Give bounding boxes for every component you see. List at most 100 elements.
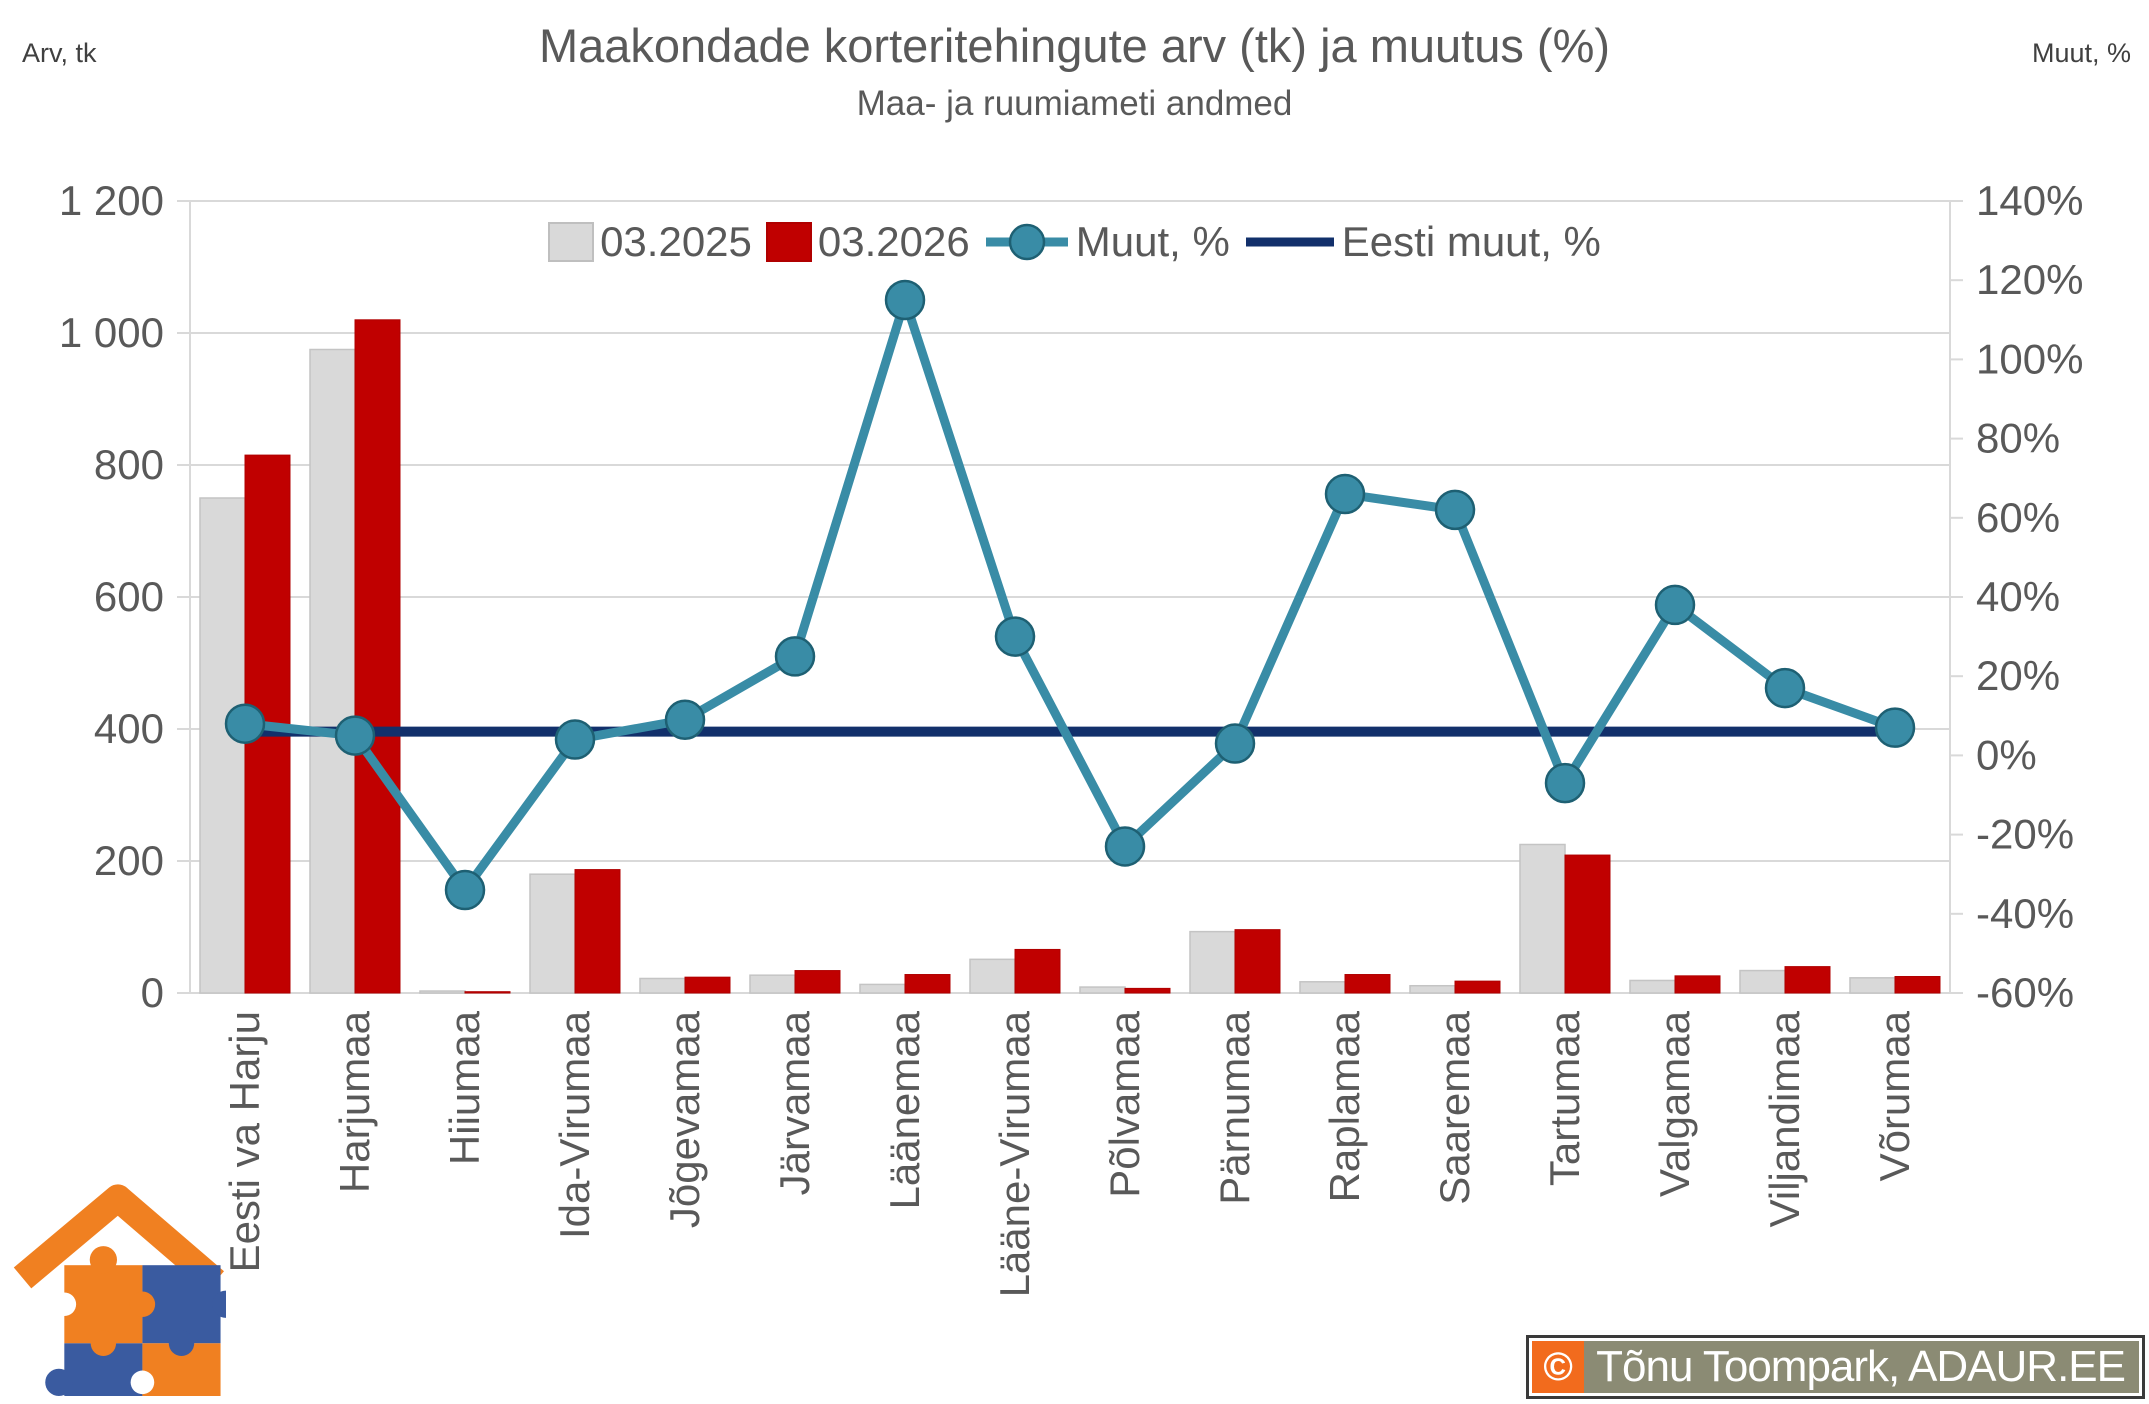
x-axis-label: Jõgevamaa [661, 1010, 708, 1228]
x-axis-label: Võrumaa [1871, 1010, 1918, 1181]
right-axis-tick-label: -40% [1976, 890, 2074, 937]
left-axis-tick-label: 200 [94, 837, 164, 884]
right-axis-tick-label: -20% [1976, 811, 2074, 858]
left-axis-tick-label: 1 200 [59, 177, 164, 224]
legend-swatch-line [985, 223, 1068, 261]
muut-marker-Läänemaa [884, 279, 926, 321]
x-axis-label: Pärnumaa [1211, 1010, 1258, 1204]
legend-item-4: Eesti muut, % [1244, 218, 1601, 266]
bar-03-2025-11 [1299, 981, 1346, 994]
muut-marker-Harjumaa [334, 715, 376, 756]
chart-title: Maakondade korteritehingute arv (tk) ja … [538, 19, 1611, 72]
adaur-logo [13, 1184, 226, 1396]
legend-label: 03.2026 [817, 218, 970, 265]
legend-item-3: Muut, % [984, 218, 1230, 266]
bar-03-2026-10 [1234, 929, 1281, 994]
bar-03-2025-14 [1629, 979, 1676, 994]
right-axis-tick-label: 40% [1976, 573, 2060, 620]
muut-marker-Eesti va Harju [224, 703, 266, 744]
bar-03-2026-15 [1784, 966, 1831, 994]
muut-marker-Raplamaa [1324, 473, 1366, 515]
watermark: © Tõnu Toompark, ADAUR.EE [1526, 1335, 2145, 1399]
right-axis-tick-label: 140% [1976, 177, 2083, 224]
legend-item-2: 03.2026 [765, 218, 970, 266]
muut-marker-Pärnumaa [1214, 723, 1256, 764]
bar-03-2025-6 [749, 974, 796, 994]
bar-03-2025-10 [1189, 930, 1236, 994]
legend-label: Muut, % [1075, 218, 1230, 265]
bar-03-2026-14 [1674, 975, 1721, 994]
legend-swatch-line [1245, 237, 1334, 247]
bar-03-2025-16 [1849, 977, 1896, 994]
bar-03-2026-12 [1454, 980, 1501, 994]
bar-03-2026-5 [684, 976, 731, 994]
bar-03-2026-16 [1894, 976, 1941, 994]
right-axis-tick-label: 100% [1976, 335, 2083, 382]
left-axis-tick-label: 800 [94, 441, 164, 488]
x-axis-label: Tartumaa [1541, 1010, 1588, 1186]
chart-subtitle: Maa- ja ruumiameti andmed [856, 84, 1293, 123]
logo-roof [13, 1184, 224, 1292]
chart-legend: 03.2025 03.2026 Muut, % Eesti muut, % [0, 218, 2149, 266]
legend-item-1: 03.2025 [548, 218, 752, 266]
watermark-bar: © Tõnu Toompark, ADAUR.EE [1532, 1341, 2139, 1393]
right-axis-tick-label: 20% [1976, 652, 2060, 699]
x-axis-label: Valgamaa [1651, 1010, 1698, 1197]
x-axis-label: Ida-Virumaa [551, 1010, 598, 1239]
bar-03-2026-6 [794, 970, 841, 994]
muut-marker-Põlvamaa [1104, 826, 1146, 867]
bar-03-2025-9 [1079, 986, 1126, 994]
bar-03-2025-4 [529, 873, 576, 994]
right-axis-tick-label: 60% [1976, 494, 2060, 541]
muut-marker-Võrumaa [1874, 707, 1916, 748]
bar-03-2026-9 [1124, 987, 1171, 994]
left-axis-tick-label: 600 [94, 573, 164, 620]
bar-03-2026-8 [1014, 948, 1061, 994]
x-axis-label: Järvamaa [771, 1010, 818, 1195]
bar-03-2025-1 [199, 497, 246, 994]
muut-line [240, 295, 1900, 895]
bar-03-2025-12 [1409, 984, 1456, 994]
bar-03-2025-3 [419, 990, 466, 994]
muut-marker-Ida-Virumaa [554, 719, 596, 760]
right-axis-corner-label: Muut, % [2031, 38, 2131, 68]
x-axis-label: Harjumaa [331, 1010, 378, 1193]
x-axis-label: Saaremaa [1431, 1010, 1478, 1204]
bar-03-2025-5 [639, 977, 686, 994]
x-axis-label: Eesti va Harju [221, 1011, 268, 1272]
legend-swatch-box [765, 222, 812, 262]
bar-03-2026-13 [1564, 854, 1611, 994]
legend-swatch-box [548, 222, 595, 262]
watermark-text: Tõnu Toompark, ADAUR.EE [1596, 1342, 2126, 1391]
muut-marker-Viljandimaa [1764, 667, 1806, 709]
bar-03-2026-7 [904, 974, 951, 994]
bar-03-2025-15 [1739, 969, 1786, 994]
logo-puzzle [45, 1246, 226, 1396]
bar-03-2025-2 [309, 348, 356, 994]
muut-marker-Järvamaa [774, 636, 816, 677]
left-axis-tick-label: 0 [141, 969, 164, 1016]
muut-marker-Tartumaa [1544, 762, 1586, 804]
bar-03-2025-8 [969, 958, 1016, 994]
bar-03-2025-7 [859, 983, 906, 994]
legend-label: Eesti muut, % [1341, 218, 1601, 265]
right-axis-tick-label: 0% [1976, 731, 2037, 778]
muut-marker-Valgamaa [1654, 584, 1696, 626]
right-axis-tick-label: 80% [1976, 415, 2060, 462]
muut-marker-Hiiumaa [444, 869, 486, 911]
left-axis-tick-label: 400 [94, 705, 164, 752]
muut-marker-Saaremaa [1434, 489, 1476, 531]
muut-marker-Lääne-Virumaa [994, 616, 1036, 657]
x-axis-label: Viljandimaa [1761, 1010, 1808, 1227]
legend-label: 03.2025 [600, 218, 752, 265]
muut-marker-Jõgevamaa [664, 699, 706, 741]
bar-03-2025-13 [1519, 843, 1566, 994]
left-axis-corner-label: Arv, tk [22, 38, 97, 68]
left-axis-tick-label: 1 000 [59, 309, 164, 356]
bar-03-2026-2 [354, 319, 401, 994]
bar-03-2026-11 [1344, 974, 1391, 994]
x-axis-label: Põlvamaa [1101, 1010, 1148, 1197]
x-axis-label: Hiiumaa [441, 1010, 488, 1165]
